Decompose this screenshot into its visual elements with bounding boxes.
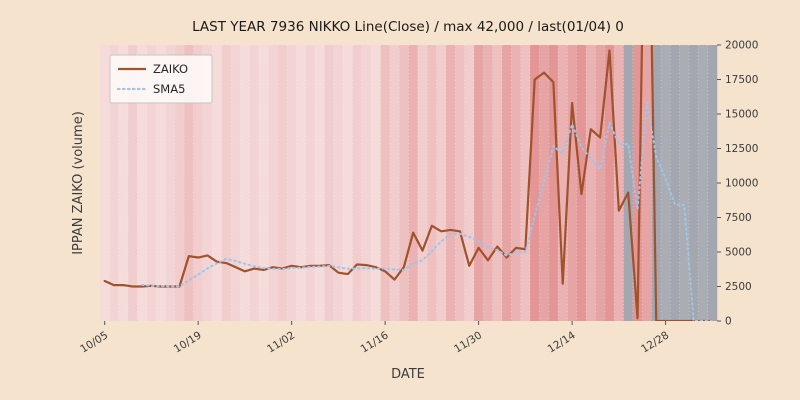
legend: ZAIKO SMA5 — [109, 54, 213, 104]
heat-band — [586, 45, 596, 321]
heat-band — [464, 45, 475, 321]
heat-band — [268, 45, 278, 321]
heat-band — [100, 45, 110, 321]
heat-band — [520, 45, 531, 321]
heat-band — [324, 45, 335, 321]
heat-band — [492, 45, 503, 321]
heat-band — [146, 45, 157, 321]
legend-label-zaiko: ZAIKO — [153, 62, 188, 76]
heat-band — [305, 45, 316, 321]
heat-band — [436, 45, 447, 321]
y-axis-ticks: 0 2500 5000 7500 10000 12500 15000 17500 20000 — [717, 40, 758, 328]
heat-band — [184, 45, 194, 321]
y-tick-label: 0 — [725, 316, 732, 328]
heat-band — [660, 45, 671, 321]
heat-band — [343, 45, 353, 321]
heat-band — [156, 45, 166, 321]
y-tick-label: 7500 — [725, 212, 752, 224]
heat-band — [230, 45, 241, 321]
heat-band — [333, 45, 344, 321]
heat-band — [558, 45, 568, 321]
y-tick-label: 2500 — [725, 281, 752, 293]
heat-band — [501, 45, 512, 321]
heat-band — [483, 45, 493, 321]
heat-band — [240, 45, 250, 321]
heat-band — [137, 45, 148, 321]
legend-label-sma5: SMA5 — [153, 82, 185, 96]
heat-band — [174, 45, 185, 321]
heat-band — [389, 45, 400, 321]
heat-band — [118, 45, 129, 321]
heat-band — [530, 45, 540, 321]
heat-band — [258, 45, 269, 321]
heat-band — [651, 45, 662, 321]
heat-band — [352, 45, 363, 321]
heat-band — [249, 45, 260, 321]
heat-band — [109, 45, 119, 321]
x-axis-label: DATE — [391, 367, 425, 382]
heat-band — [212, 45, 222, 321]
legend-box — [109, 54, 213, 104]
y-tick-label: 10000 — [725, 178, 758, 190]
y-tick-label: 15000 — [725, 109, 758, 121]
heat-band — [399, 45, 409, 321]
heat-band — [371, 45, 381, 321]
heat-band — [548, 45, 559, 321]
heat-band — [445, 45, 456, 321]
heat-band — [679, 45, 690, 321]
heat-band — [193, 45, 204, 321]
heat-band — [427, 45, 437, 321]
heat-band — [417, 45, 428, 321]
heat-band — [698, 45, 708, 321]
y-tick-label: 5000 — [725, 247, 752, 259]
heat-band — [315, 45, 325, 321]
heat-band — [670, 45, 680, 321]
heat-band — [296, 45, 306, 321]
heat-band — [202, 45, 213, 321]
y-tick-label: 20000 — [725, 40, 758, 52]
heat-band — [623, 45, 634, 321]
sma5-line — [141, 101, 714, 321]
heat-band — [707, 45, 718, 321]
heat-band — [604, 45, 615, 321]
heat-band — [614, 45, 624, 321]
heat-band — [221, 45, 232, 321]
heat-band — [688, 45, 699, 321]
heat-band — [361, 45, 372, 321]
heat-band — [567, 45, 578, 321]
chart-title: LAST YEAR 7936 NIKKO Line(Close) / max 4… — [192, 19, 624, 35]
heat-band — [128, 45, 138, 321]
heat-band — [455, 45, 465, 321]
y-axis-label: IPPAN ZAIKO (volume) — [71, 111, 86, 255]
heat-band — [511, 45, 521, 321]
heat-band — [286, 45, 297, 321]
y-tick-label: 17500 — [725, 74, 758, 86]
heatmap-bands — [100, 45, 718, 321]
series-lines — [103, 45, 714, 321]
heat-band — [576, 45, 587, 321]
heat-band — [408, 45, 419, 321]
heat-band — [595, 45, 606, 321]
heat-band — [539, 45, 550, 321]
y-tick-label: 12500 — [725, 143, 758, 155]
zaiko-line — [103, 45, 714, 321]
heat-band — [380, 45, 391, 321]
heat-band — [277, 45, 288, 321]
heat-band — [632, 45, 643, 321]
heat-band — [473, 45, 484, 321]
heat-band — [165, 45, 176, 321]
heat-band — [642, 45, 652, 321]
